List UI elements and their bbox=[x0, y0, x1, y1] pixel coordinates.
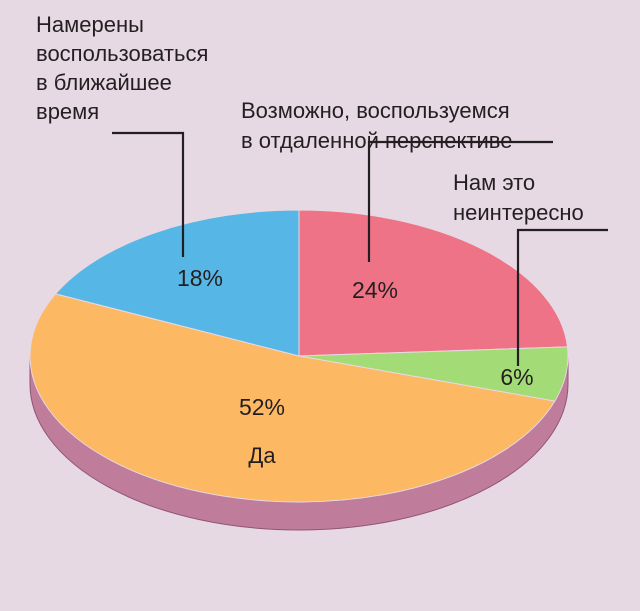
slice-category-2: Да bbox=[248, 443, 276, 468]
pie-slice-2 bbox=[29, 293, 556, 503]
callout-3-line-1: воспользоваться bbox=[36, 41, 208, 66]
slice-label-3: 18% bbox=[177, 265, 223, 291]
slice-label-1: 6% bbox=[500, 364, 533, 390]
callout-0-line-0: Возможно, воспользуемся bbox=[241, 98, 510, 123]
slice-label-2: 52% bbox=[239, 394, 285, 420]
leader-line-3 bbox=[112, 131, 185, 257]
callout-3-line-0: Намерены bbox=[36, 12, 144, 37]
callout-3-line-2: в ближайшее bbox=[36, 70, 172, 95]
callout-0-line-1: в отдаленной перспективе bbox=[241, 128, 512, 153]
pie-slice-3 bbox=[54, 209, 300, 357]
callout-1-line-0: Нам это bbox=[453, 170, 535, 195]
callout-1-line-1: неинтересно bbox=[453, 200, 584, 225]
slice-label-0: 24% bbox=[352, 277, 398, 303]
leader-line-0 bbox=[367, 140, 553, 262]
callout-3-line-3: время bbox=[36, 99, 99, 124]
leader-line-1 bbox=[516, 228, 608, 366]
pie-slice-0 bbox=[298, 209, 569, 357]
